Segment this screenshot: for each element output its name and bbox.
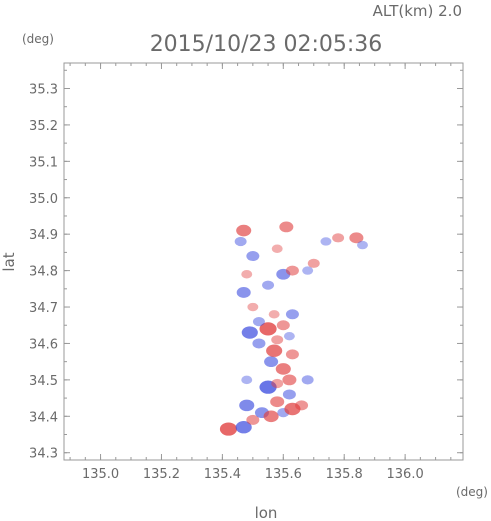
echo-point [252, 338, 266, 349]
echo-point [264, 356, 279, 368]
y-tick-label: 35.0 [29, 192, 58, 207]
x-tick-label: 135.0 [82, 467, 119, 482]
echo-point [279, 221, 294, 233]
y-unit-label: (deg) [22, 32, 54, 46]
echo-point [241, 326, 258, 339]
y-tick-label: 35.2 [29, 119, 58, 134]
echo-point [283, 331, 295, 341]
x-tick-label: 135.8 [326, 467, 363, 482]
x-tick-label: 135.6 [265, 467, 302, 482]
echo-point [235, 421, 252, 434]
x-tick-label: 135.4 [204, 467, 241, 482]
echo-point [259, 380, 277, 394]
echo-point [282, 374, 297, 386]
y-tick-label: 34.7 [29, 301, 58, 316]
echo-point [246, 414, 260, 425]
echo-point [285, 349, 299, 360]
y-tick-label: 34.5 [29, 374, 58, 389]
echo-point [302, 266, 314, 275]
echo-point [276, 320, 290, 331]
echo-point [234, 236, 247, 247]
x-tick-label: 136.0 [387, 467, 424, 482]
echo-point [236, 224, 252, 237]
echo-point [271, 335, 284, 345]
echo-point [241, 270, 253, 279]
echo-point [320, 237, 332, 246]
echo-point [285, 265, 299, 276]
echo-point [357, 240, 368, 250]
echo-point [239, 399, 255, 412]
echo-point [241, 375, 253, 385]
echo-point [219, 422, 238, 436]
x-axis-label: lon [255, 504, 278, 521]
x-tick-label: 135.2 [143, 467, 180, 482]
echo-point [295, 400, 309, 411]
x-unit-label: (deg) [456, 485, 488, 499]
echo-point [259, 322, 277, 336]
y-tick-label: 35.1 [29, 155, 58, 170]
y-tick-label: 34.4 [29, 410, 58, 425]
echo-point [270, 396, 285, 408]
echo-point [266, 344, 283, 357]
echo-point [301, 375, 314, 385]
echo-point [236, 287, 251, 298]
echo-point [252, 316, 265, 327]
echo-point [263, 410, 279, 423]
plot-frame [63, 62, 464, 461]
echo-marks [219, 221, 368, 436]
echo-point [332, 233, 345, 243]
echo-point [307, 258, 320, 268]
axis-ticks: 135.0 135.2 135.4 135.6 135.8 136.0 34.3 34.4 34… [29, 63, 463, 482]
echo-point [285, 309, 299, 320]
y-axis-label: lat [0, 252, 18, 271]
echo-point [247, 302, 259, 312]
echo-point [271, 378, 284, 389]
y-tick-label: 34.3 [29, 447, 58, 462]
echo-point [262, 280, 275, 290]
echo-point [275, 363, 291, 375]
y-tick-label: 34.6 [29, 337, 58, 352]
echo-point [349, 232, 364, 244]
y-tick-label: 34.9 [29, 228, 58, 243]
echo-point [268, 310, 280, 319]
echo-point [246, 251, 260, 262]
echo-point [282, 389, 296, 400]
y-tick-label: 34.8 [29, 265, 58, 280]
altitude-label: ALT(km) 2.0 [373, 2, 462, 20]
chart-title: 2015/10/23 02:05:36 [150, 32, 383, 57]
echo-point [271, 244, 283, 253]
y-tick-label: 35.3 [29, 82, 58, 97]
